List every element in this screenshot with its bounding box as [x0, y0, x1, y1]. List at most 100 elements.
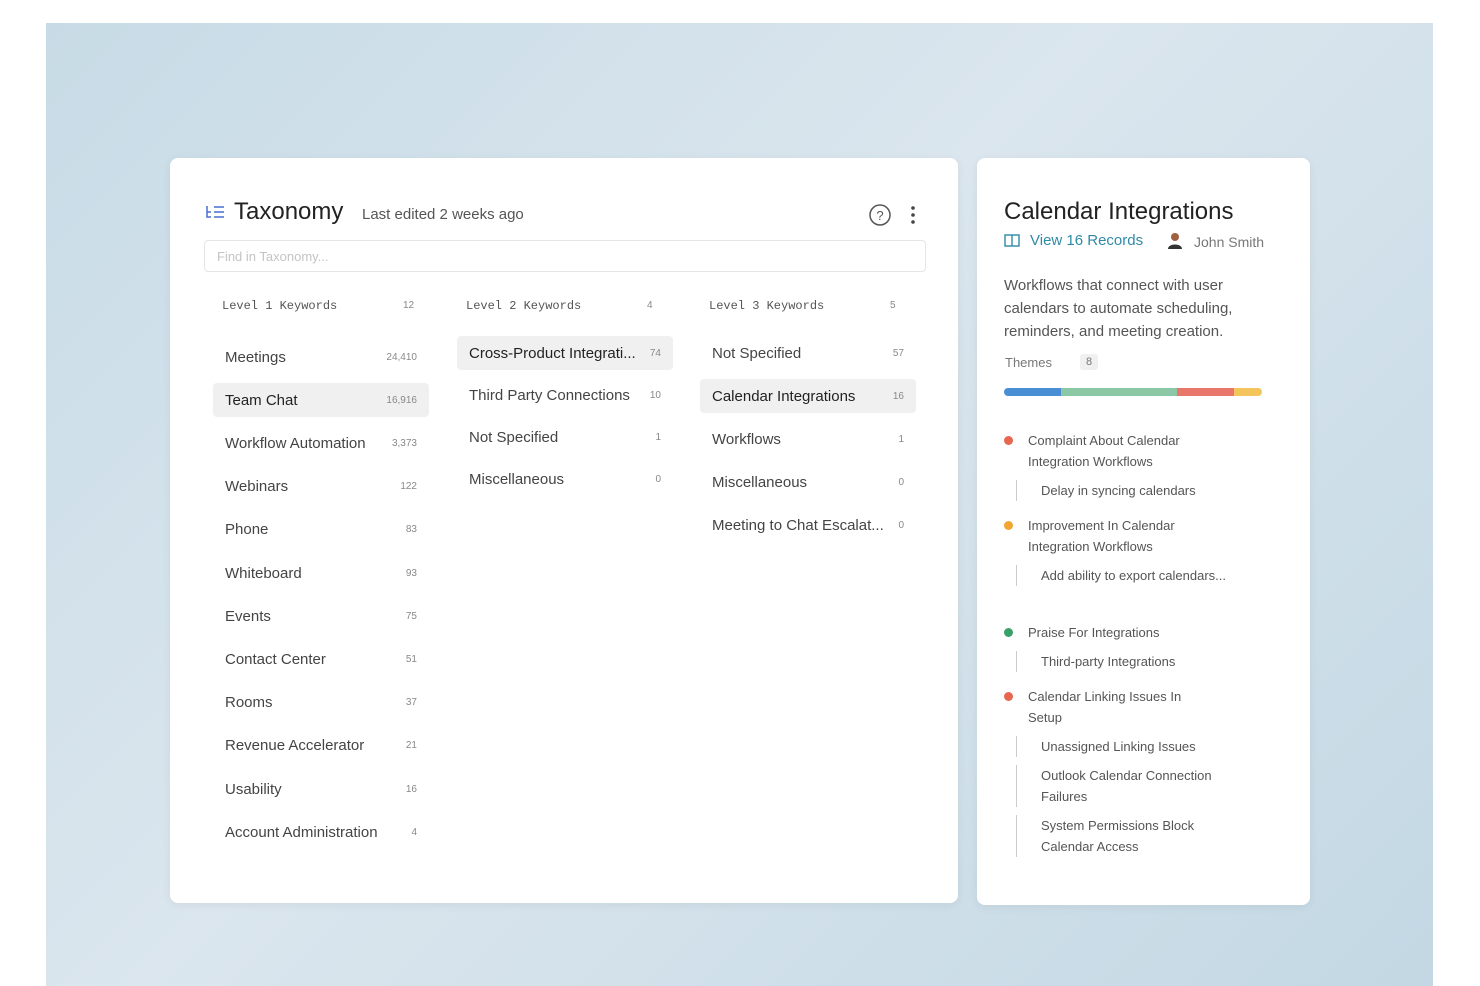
svg-text:?: ? [876, 208, 883, 223]
keyword-row[interactable]: Contact Center 51 [213, 642, 429, 676]
keyword-label: Meetings [225, 348, 286, 366]
keyword-count: 93 [405, 567, 417, 579]
keyword-row[interactable]: Team Chat 16,916 [213, 383, 429, 418]
keyword-count: 4 [411, 826, 417, 838]
keyword-count: 1 [655, 432, 661, 444]
keyword-count: 74 [649, 347, 661, 359]
keyword-label: Third Party Connections [469, 386, 630, 404]
theme-title-row[interactable]: Improvement In Calendar Integration Work… [1004, 515, 1274, 557]
detail-title: Calendar Integrations [1004, 198, 1234, 225]
help-button[interactable]: ? [868, 203, 892, 227]
keyword-row[interactable]: Workflows 1 [700, 422, 916, 456]
theme: Calendar Linking Issues In Setup Unassign… [1004, 686, 1274, 857]
keyword-row[interactable]: Not Specified 1 [457, 421, 673, 455]
keyword-label: Webinars [225, 478, 289, 496]
owner: John Smith [1194, 234, 1265, 250]
themes-count: 8 [1080, 354, 1099, 370]
theme-dot [1004, 436, 1013, 445]
keyword-label: Cross-Product Integrati... [469, 344, 636, 362]
detail-card: Calendar Integrations View 16 Records Jo… [977, 158, 1310, 905]
keyword-row[interactable]: Third Party Connections 10 [457, 378, 673, 412]
keyword-row[interactable]: Not Specified 57 [700, 336, 916, 370]
theme: Complaint About Calendar Integration Wor… [1004, 430, 1274, 501]
keyword-row[interactable]: Workflow Automation 3,373 [213, 426, 429, 460]
keyword-count: 24,410 [386, 351, 417, 363]
keyword-label: Workflows [712, 430, 781, 448]
themes-list: Complaint About Calendar Integration Wor… [1004, 416, 1274, 857]
sub-theme[interactable]: System Permissions Block Calendar Access [1016, 815, 1241, 857]
keyword-label: Not Specified [469, 429, 559, 447]
keyword-label: Contact Center [225, 650, 326, 668]
view-records-link[interactable]: View 16 Records [1030, 232, 1144, 249]
column-count: 4 [647, 300, 653, 311]
keyword-row[interactable]: Miscellaneous 0 [700, 465, 916, 499]
title: Taxonomy [234, 198, 344, 225]
search-input[interactable]: Find in Taxonomy... [204, 240, 926, 272]
keyword-row[interactable]: Revenue Accelerator 21 [213, 729, 429, 763]
keyword-row[interactable]: Cross-Product Integrati... 74 [457, 336, 673, 370]
theme-title: Improvement In Calendar Integration Work… [1028, 518, 1175, 554]
column-count: 12 [403, 300, 415, 311]
keyword-label: Miscellaneous [712, 473, 808, 491]
column-count: 5 [890, 300, 896, 311]
sub-theme[interactable]: Add ability to export calendars... [1016, 565, 1241, 586]
keyword-label: Whiteboard [225, 564, 302, 582]
keyword-row[interactable]: Events 75 [213, 599, 429, 633]
theme-title: Complaint About Calendar Integration Wor… [1028, 433, 1180, 469]
keyword-count: 3,373 [391, 437, 417, 449]
theme-title-row[interactable]: Calendar Linking Issues In Setup [1004, 686, 1274, 728]
avatar [1168, 233, 1182, 249]
keyword-count: 57 [892, 347, 904, 359]
theme: Improvement In Calendar Integration Work… [1004, 515, 1274, 586]
keyword-count: 0 [898, 476, 904, 488]
theme-dot [1004, 628, 1013, 637]
sub-theme[interactable]: Outlook Calendar Connection Failures [1016, 765, 1241, 807]
keyword-row[interactable]: Usability 16 [213, 772, 429, 806]
records-icon [1004, 234, 1020, 247]
sub-theme[interactable]: Unassigned Linking Issues [1016, 736, 1241, 757]
keyword-label: Calendar Integrations [712, 387, 856, 405]
keyword-count: 10 [649, 389, 661, 401]
keyword-count: 0 [898, 519, 904, 531]
subtitle: Last edited 2 weeks ago [362, 206, 524, 223]
keyword-label: Workflow Automation [225, 434, 366, 452]
theme: Praise For Integrations Third-party Integ… [1004, 622, 1274, 672]
themes-bar [1004, 388, 1262, 396]
keyword-label: Events [225, 607, 271, 625]
keyword-row[interactable]: Meeting to Chat Escalat... 0 [700, 508, 916, 542]
keyword-row[interactable]: Meetings 24,410 [213, 340, 429, 374]
keyword-count: 83 [405, 524, 417, 536]
keyword-label: Phone [225, 521, 269, 539]
sub-theme[interactable]: Delay in syncing calendars [1016, 480, 1241, 501]
keyword-row[interactable]: Whiteboard 93 [213, 556, 429, 590]
keyword-row[interactable]: Account Administration 4 [213, 815, 429, 849]
keyword-label: Team Chat [225, 391, 298, 409]
keyword-row[interactable]: Miscellaneous 0 [457, 463, 673, 497]
keyword-count: 0 [655, 474, 661, 486]
more-button[interactable] [908, 203, 918, 227]
keyword-count: 16 [405, 783, 417, 795]
keyword-row[interactable]: Calendar Integrations 16 [700, 379, 916, 413]
sub-theme[interactable]: Third-party Integrations [1016, 651, 1241, 672]
column-title: Level 2 Keywords [466, 299, 582, 313]
theme-dot [1004, 692, 1013, 701]
keyword-label: Account Administration [225, 823, 378, 841]
keyword-label: Usability [225, 780, 282, 798]
description: Workflows that connect with user calenda… [1004, 277, 1233, 340]
theme-title-row[interactable]: Praise For Integrations [1004, 622, 1274, 643]
keyword-row[interactable]: Webinars 122 [213, 470, 429, 504]
keyword-label: Meeting to Chat Escalat... [712, 516, 884, 534]
keyword-row[interactable]: Phone 83 [213, 513, 429, 547]
column-title: Level 3 Keywords [709, 299, 825, 313]
theme-title: Calendar Linking Issues In Setup [1028, 689, 1182, 725]
theme-title-row[interactable]: Complaint About Calendar Integration Wor… [1004, 430, 1274, 472]
keyword-row[interactable]: Rooms 37 [213, 686, 429, 720]
keyword-label: Not Specified [712, 344, 802, 362]
keyword-count: 75 [405, 610, 417, 622]
keyword-count: 1 [898, 433, 904, 445]
keyword-count: 37 [405, 697, 417, 709]
keyword-label: Revenue Accelerator [225, 737, 365, 755]
keyword-count: 51 [405, 653, 417, 665]
keyword-label: Miscellaneous [469, 471, 565, 489]
